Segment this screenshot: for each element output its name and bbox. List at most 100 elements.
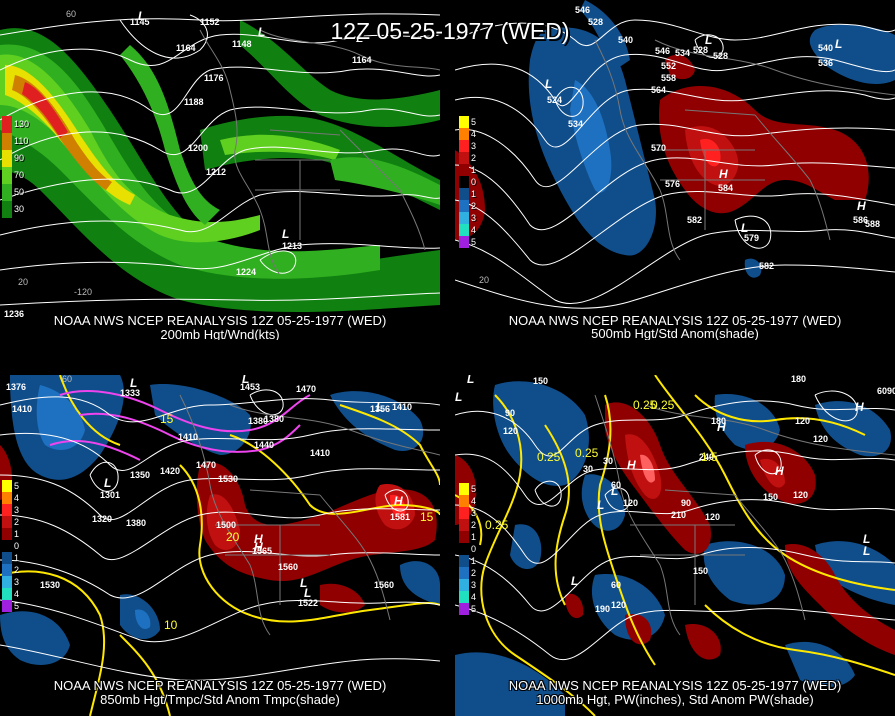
grid-label: 60 [66,10,77,19]
legend-label: 2 [14,516,20,527]
pressure-center-label: L [571,574,579,588]
legend-swatch [459,128,469,140]
contour-label: 528 [713,51,729,61]
contour-label: 120 [813,434,829,444]
contour-label: 1380 [264,414,285,424]
contour-label: 60 [611,480,622,490]
contour-label: 576 [665,179,681,189]
legend-label: 5 [471,116,477,127]
contour-label: 528 [588,17,604,27]
contour-label: 1236 [4,309,25,319]
legend-label: 4 [471,224,477,235]
contour-label: 540 [818,43,834,53]
pressure-center-label: L [705,33,713,47]
main-title: 12Z 05-25-1977 (WED) [330,18,570,44]
contour-label: 552 [661,61,677,71]
contour-label: 564 [651,85,667,95]
contour-label: 10 [164,618,178,632]
legend-swatch [459,236,469,248]
pressure-center-label: H [254,540,263,554]
contour-label: 1560 [374,580,395,590]
legend-label: 4 [471,495,477,506]
map-500mb [455,0,895,309]
contour-label: 1470 [196,460,217,470]
legend-swatch [459,591,469,603]
contour-label: 1376 [6,382,27,392]
contour-label: 1380 [126,518,147,528]
legend-label: 4 [14,492,20,503]
contour-label: 534 [568,119,584,129]
legend-swatch [459,200,469,212]
legend-label: 5 [471,483,477,494]
contour-label: 1164 [352,55,372,65]
legend-label: 5 [471,603,477,614]
legend-swatch [459,224,469,236]
contour-label: 1420 [160,466,181,476]
pressure-center-label: L [104,476,112,490]
legend-swatch [459,579,469,591]
contour-label: 1176 [204,73,224,83]
contour-label: 1581 [390,512,411,522]
legend-label: 2 [471,519,477,530]
contour-label: 1500 [216,520,237,530]
legend-swatch [2,184,12,201]
pressure-center-label: L [376,400,384,414]
contour-label: 1410 [12,404,33,414]
grid-label: -120 [74,287,93,297]
legend-label: 90 [14,153,25,163]
legend-swatch [459,212,469,224]
legend-swatch [2,516,12,528]
contour-label: 60 [611,580,622,590]
legend-swatch [459,116,469,128]
caption-1000mb-line2: 1000mb Hgt, PW(inches), Std Anom PW(shad… [536,692,814,707]
pressure-center-label: L [545,77,553,91]
contour-label: 15 [160,412,174,426]
legend-label: 4 [14,588,20,599]
pressure-center-label: H [775,464,784,478]
caption-850mb-line2: 850mb Hgt/Tmpc/Std Anom Tmpc(shade) [100,692,340,707]
legend-swatch [459,531,469,543]
contour-label: 528 [693,45,709,55]
map-outlines [179,394,440,636]
contour-label: 120 [795,416,811,426]
pressure-center-label: H [254,532,263,546]
legend-swatch [459,140,469,152]
contour-label: 20 [226,530,240,544]
contour-label: 1565 [252,546,273,556]
legend-swatch [2,528,12,540]
legend-label: 0 [471,543,477,554]
legend-label: 1 [471,188,477,199]
legend-label: 0 [14,540,20,551]
legend-swatch [2,116,12,133]
legend-swatch [2,576,12,588]
contour-label: 1410 [310,448,331,458]
contour-label: 90 [887,386,895,396]
legend-swatch [2,504,12,516]
pressure-center-label: H [717,420,726,434]
contour-label: 1530 [40,580,61,590]
caption-200mb-line2: 200mb Hgt/Wnd(kts) [160,327,280,340]
contour-label: 0.25 [537,450,561,464]
map-1000mb [455,375,895,716]
legend-swatch [2,552,12,564]
contour-label: 1333 [120,388,141,398]
contour-label: 584 [718,183,734,193]
contour-label: 1440 [254,440,275,450]
contour-label: 1224 [236,267,257,277]
legend-label: 70 [14,170,25,180]
height-contours [455,19,895,309]
contour-label: 15 [420,510,434,524]
caption-200mb-line1: NOAA NWS NCEP REANALYSIS 12Z 05-25-1977 … [53,313,387,328]
pressure-center-label: L [467,375,475,386]
pressure-center-label: L [597,498,605,512]
height-contours [455,390,895,661]
height-contours [0,13,440,306]
contour-label: 1453 [240,382,261,392]
legend-swatch [459,495,469,507]
anomaly-shading [455,381,895,716]
contour-label: 534 [675,48,691,58]
contour-label: 1410 [392,402,413,412]
